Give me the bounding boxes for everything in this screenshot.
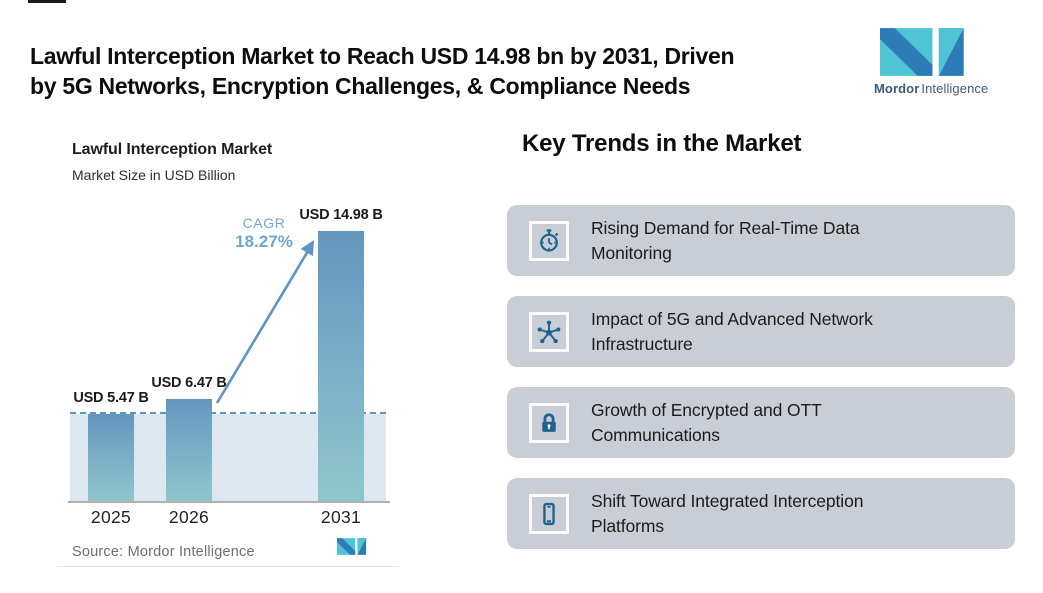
- cagr-value: 18.27%: [235, 232, 293, 251]
- growth-arrow-icon: [215, 240, 314, 404]
- lock-icon: [529, 402, 569, 443]
- trend-card-text: Impact of 5G and Advanced Network Infrast…: [591, 307, 873, 357]
- mordor-intelligence-logo-icon: [880, 28, 964, 76]
- trend-card: Growth of Encrypted and OTT Communication…: [507, 387, 1015, 458]
- trend-card-list: Rising Demand for Real-Time Data Monitori…: [507, 205, 1015, 569]
- bar-2026: [166, 399, 212, 501]
- trend-text-line1: Growth of Encrypted and OTT: [591, 399, 822, 420]
- trend-card: Rising Demand for Real-Time Data Monitori…: [507, 205, 1015, 276]
- trend-text-line1: Rising Demand for Real-Time Data: [591, 217, 860, 238]
- x-tick-label: 2026: [168, 507, 210, 527]
- trend-text-line1: Shift Toward Integrated Interception: [591, 490, 864, 511]
- trend-text-line2: Communications: [591, 424, 720, 445]
- mordor-intelligence-logo-icon: [337, 538, 367, 555]
- page-title-line1: Lawful Interception Market to Reach USD …: [30, 43, 735, 70]
- trend-card-text: Shift Toward Integrated Interception Plat…: [591, 489, 863, 539]
- x-axis-line: [68, 501, 390, 503]
- trend-text-line2: Monitoring: [591, 242, 672, 263]
- bar-2031: [318, 231, 364, 501]
- brand-name-bold: Mordor: [874, 81, 920, 96]
- trend-card-text: Rising Demand for Real-Time Data Monitori…: [591, 216, 860, 266]
- trend-text-line2: Platforms: [591, 515, 665, 536]
- bar-2025: [88, 414, 134, 501]
- brand-name-regular: Intelligence: [921, 81, 989, 96]
- chart-subtitle: Market Size in USD Billion: [72, 167, 236, 183]
- bar-value-label: USD 14.98 B: [299, 207, 383, 223]
- trend-card-text: Growth of Encrypted and OTT Communication…: [591, 398, 822, 448]
- trend-card: Impact of 5G and Advanced Network Infrast…: [507, 296, 1015, 367]
- bar-value-label: USD 5.47 B: [73, 390, 149, 406]
- x-tick-label: 2025: [90, 507, 132, 527]
- trend-card: Shift Toward Integrated Interception Plat…: [507, 478, 1015, 549]
- trends-heading: Key Trends in the Market: [522, 130, 802, 157]
- brand-logo: Mordor Intelligence: [874, 28, 988, 96]
- top-edge-artifact: [28, 0, 66, 3]
- stopwatch-icon: [529, 220, 569, 261]
- x-tick-label: 2031: [320, 507, 362, 527]
- chart-source: Source: Mordor Intelligence: [72, 544, 255, 560]
- network-icon: [529, 311, 569, 352]
- chart-bottom-divider: [57, 566, 399, 567]
- trend-text-line2: Infrastructure: [591, 333, 693, 354]
- chart-title: Lawful Interception Market: [72, 141, 273, 158]
- smartphone-icon: [529, 493, 569, 534]
- page-title-line2: by 5G Networks, Encryption Challenges, &…: [30, 73, 691, 100]
- bar-value-label: USD 6.47 B: [151, 375, 227, 391]
- brand-name: Mordor Intelligence: [874, 81, 988, 96]
- market-size-chart: Lawful Interception Market Market Size i…: [57, 130, 410, 580]
- chart-plot-area: CAGR 18.27% USD 5.47 B USD 6.47 B USD 14.9…: [65, 130, 397, 503]
- page-title: Lawful Interception Market to Reach USD …: [30, 41, 860, 101]
- cagr-annotation: CAGR 18.27%: [223, 215, 305, 252]
- trend-text-line1: Impact of 5G and Advanced Network: [591, 308, 873, 329]
- cagr-label: CAGR: [242, 215, 286, 231]
- baseline-dashed-line: [70, 412, 386, 414]
